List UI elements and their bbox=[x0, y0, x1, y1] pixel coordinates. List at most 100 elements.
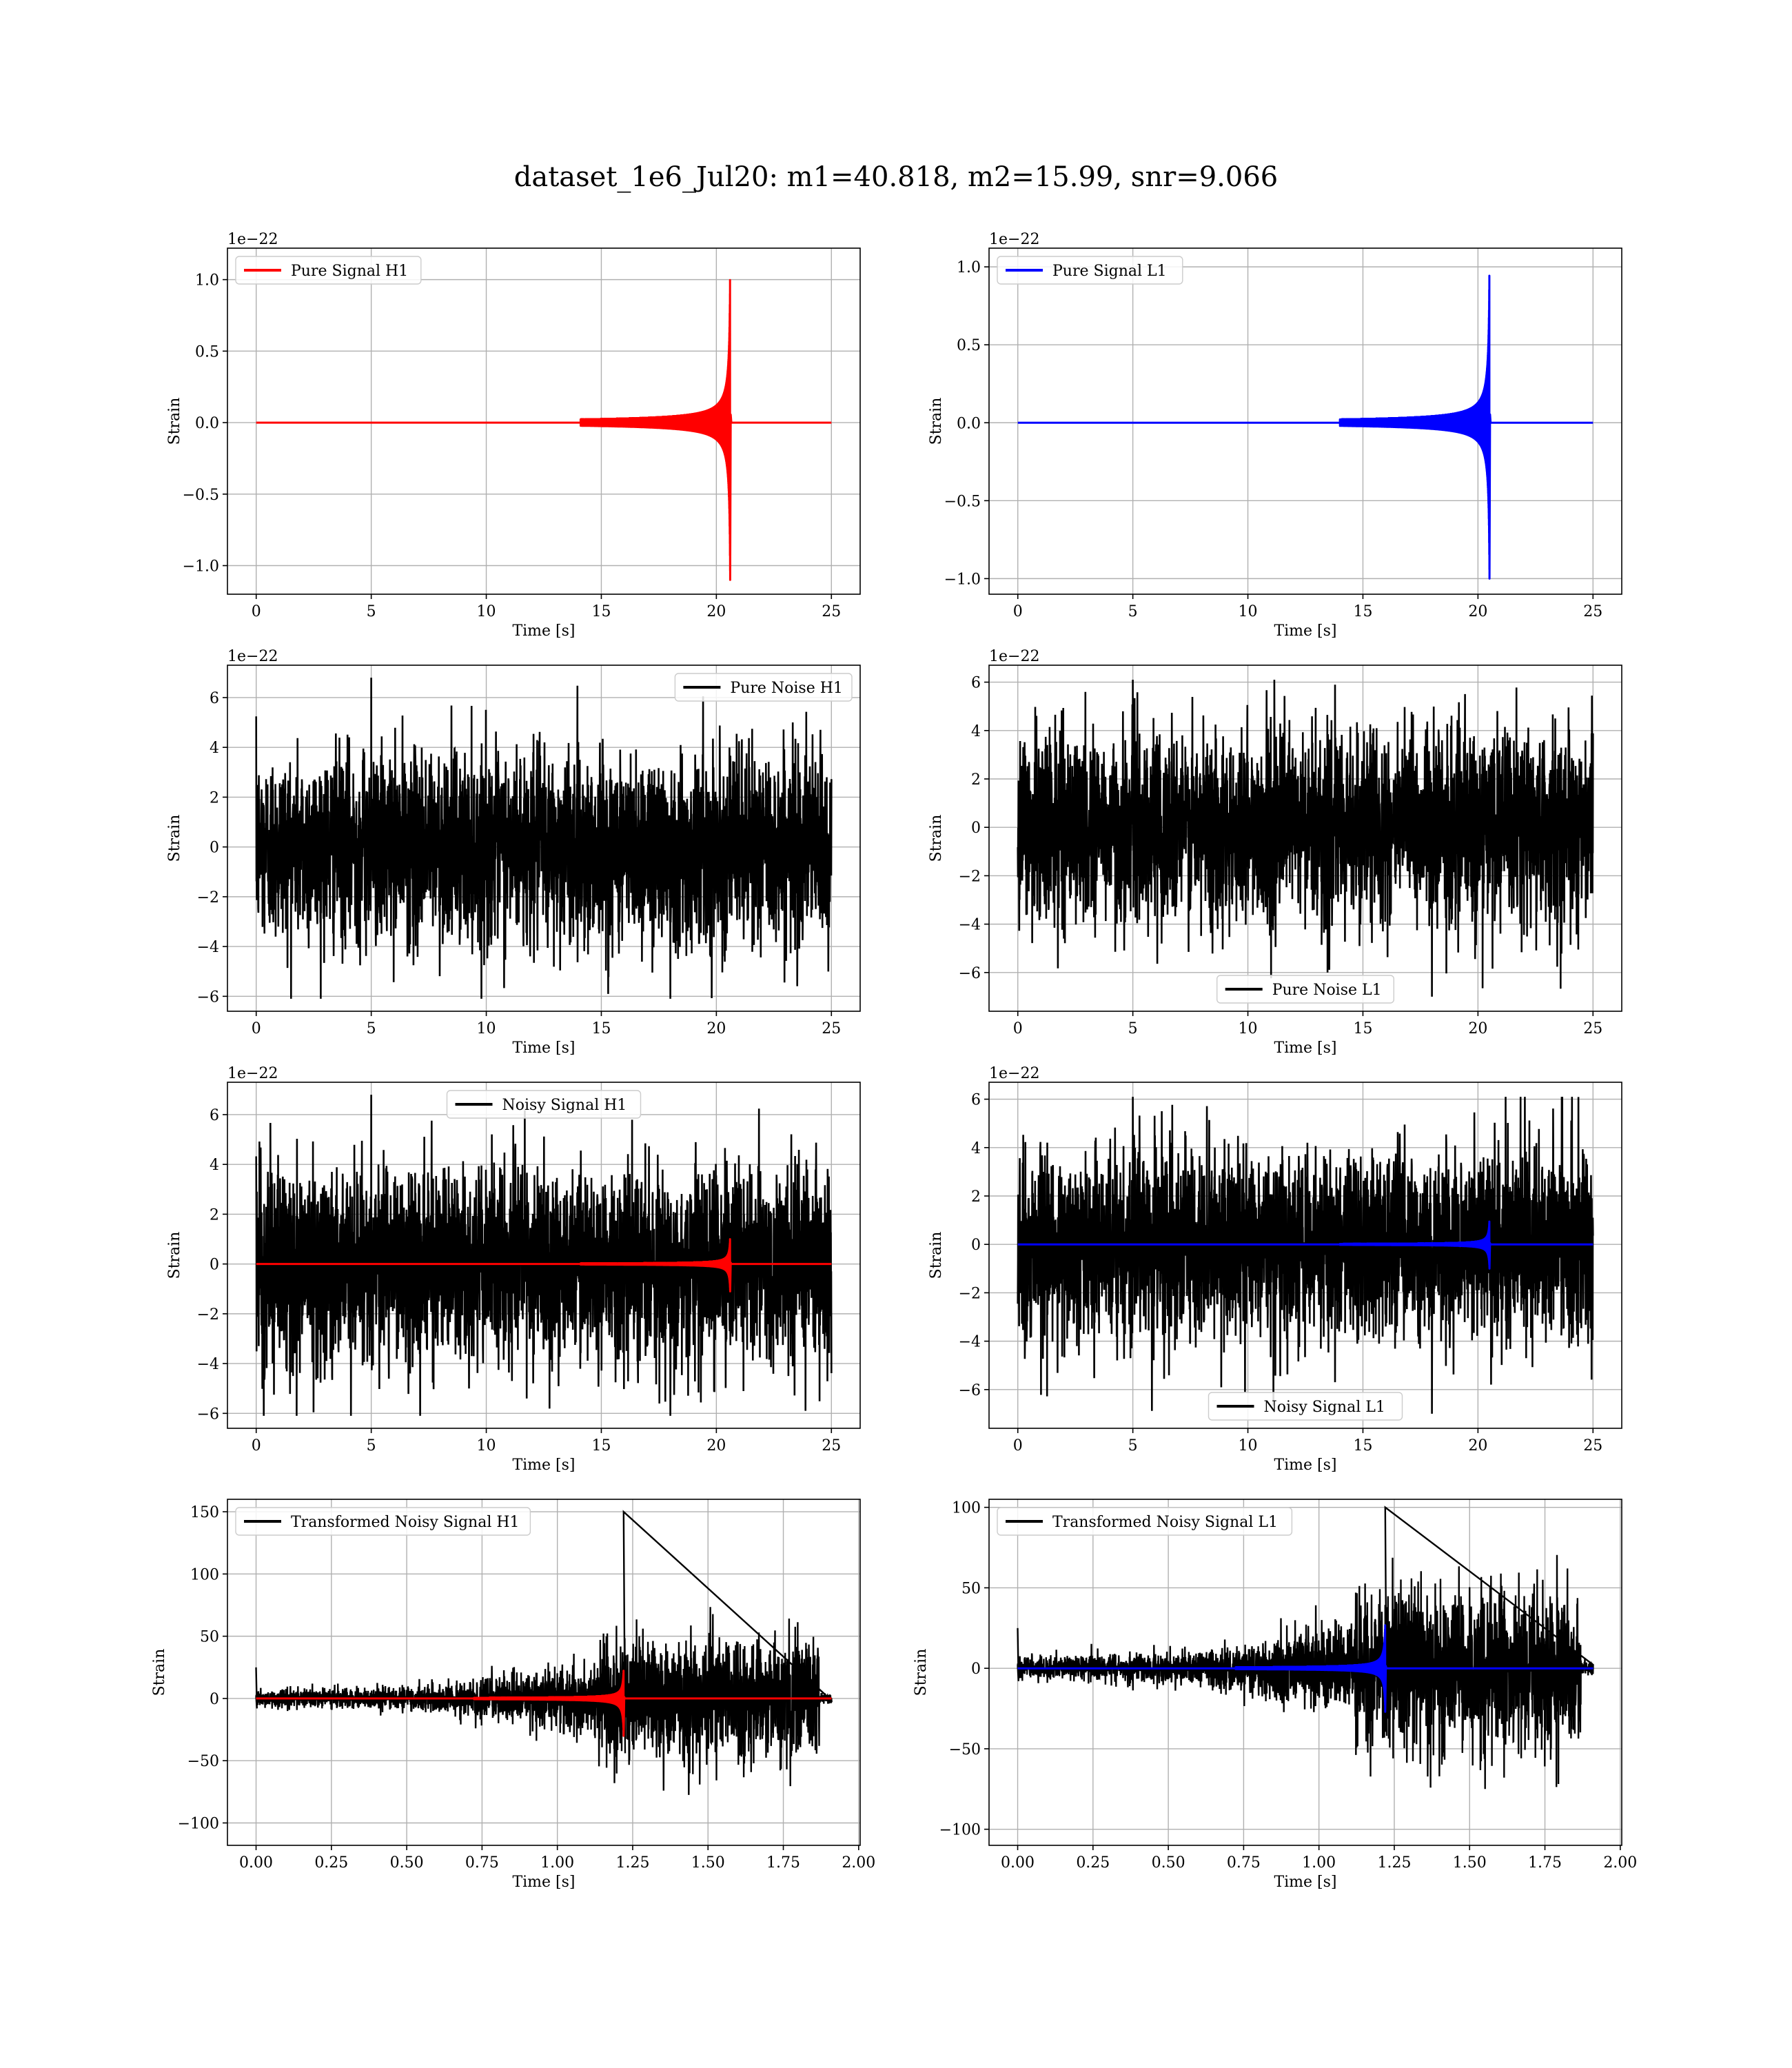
legend: Noisy Signal L1 bbox=[1208, 1392, 1403, 1421]
y-axis-label: Strain bbox=[151, 1649, 168, 1696]
x-tick-label: 0 bbox=[1013, 603, 1023, 620]
subplot-transformed-noisy-signal-h1: 0.00 0.25 0.50 0.75 1.00 1.25 1.50 1.75 2.00 −100… bbox=[151, 1499, 875, 1891]
tick-labels: 0 5 10 15 20 25 −1.0 −0.5 0.0 0.5 1.0 bbox=[944, 259, 1603, 620]
signal-trace bbox=[1017, 274, 1594, 580]
subplot-noisy-signal-h1: 0 5 10 15 20 25 −6 −4 −2 0 2 4 6 1e−22 Time [s] Strain N… bbox=[166, 1065, 861, 1474]
subplot-transformed-noisy-signal-l1: 0.00 0.25 0.50 0.75 1.00 1.25 1.50 1.75 2.00 −100… bbox=[913, 1499, 1637, 1891]
subplot-pure-noise-h1: 0 5 10 15 20 25 −6 −4 −2 0 2 4 6 1e−22 Time [s] Strain P… bbox=[166, 648, 861, 1057]
y-tick-label: −2 bbox=[197, 1306, 219, 1324]
y-tick-label: −6 bbox=[197, 1406, 219, 1423]
tick-labels: 0.00 0.25 0.50 0.75 1.00 1.25 1.50 1.75 2.00 −100… bbox=[939, 1500, 1638, 1872]
y-tick-label: 0 bbox=[971, 820, 981, 837]
y-offset-label: 1e−22 bbox=[989, 231, 1039, 248]
x-axis-label: Time [s] bbox=[512, 1457, 575, 1474]
y-tick-label: 1.0 bbox=[957, 259, 981, 276]
y-axis-label: Strain bbox=[166, 398, 183, 445]
y-axis-label: Strain bbox=[166, 815, 183, 862]
y-tick-label: 0 bbox=[971, 1237, 981, 1254]
legend: Pure Noise H1 bbox=[674, 673, 853, 702]
legend-box bbox=[1216, 975, 1394, 1004]
y-tick-label: 50 bbox=[961, 1580, 981, 1597]
x-tick-label: 20 bbox=[1468, 1437, 1487, 1454]
x-axis-label: Time [s] bbox=[512, 1874, 575, 1891]
y-tick-label: −4 bbox=[197, 939, 219, 956]
x-tick-label: 25 bbox=[1583, 1437, 1602, 1454]
y-tick-label: 4 bbox=[971, 1140, 981, 1157]
signal-trace bbox=[256, 278, 832, 581]
y-axis-label: Strain bbox=[928, 815, 945, 862]
series-group bbox=[256, 278, 832, 581]
x-tick-label: 15 bbox=[591, 1437, 611, 1454]
x-tick-label: 15 bbox=[1353, 1437, 1372, 1454]
signal-trace bbox=[1017, 1624, 1594, 1713]
y-tick-label: 6 bbox=[210, 690, 219, 707]
y-tick-label: 0.5 bbox=[957, 337, 981, 354]
x-tick-label: 1.50 bbox=[1453, 1854, 1487, 1872]
legend: Transformed Noisy Signal L1 bbox=[997, 1507, 1293, 1536]
y-tick-label: 0 bbox=[210, 840, 219, 857]
y-tick-label: −1.0 bbox=[183, 558, 219, 576]
x-tick-label: 0 bbox=[1013, 1020, 1023, 1037]
x-axis-label: Time [s] bbox=[512, 622, 575, 640]
x-tick-label: 0.75 bbox=[1227, 1854, 1261, 1872]
y-tick-label: 2 bbox=[971, 771, 981, 789]
x-tick-label: 0.50 bbox=[390, 1854, 424, 1872]
legend-box bbox=[235, 1507, 531, 1536]
x-tick-label: 0.00 bbox=[239, 1854, 273, 1872]
x-tick-label: 1.25 bbox=[615, 1854, 649, 1872]
legend: Transformed Noisy Signal H1 bbox=[235, 1507, 531, 1536]
legend-label: Noisy Signal L1 bbox=[1264, 1399, 1385, 1416]
y-tick-label: 0.5 bbox=[195, 343, 219, 361]
x-tick-label: 1.00 bbox=[1302, 1854, 1336, 1872]
x-tick-label: 5 bbox=[1128, 1437, 1138, 1454]
y-tick-label: 0.0 bbox=[957, 415, 981, 432]
x-tick-label: 0.25 bbox=[1076, 1854, 1110, 1872]
x-tick-label: 1.75 bbox=[766, 1854, 800, 1872]
x-tick-label: 10 bbox=[1239, 603, 1258, 620]
y-tick-label: 100 bbox=[952, 1500, 981, 1517]
legend: Noisy Signal H1 bbox=[446, 1090, 642, 1119]
tick-labels: 0 5 10 15 20 25 −6 −4 −2 0 2 4 6 bbox=[959, 675, 1603, 1037]
y-tick-label: −2 bbox=[197, 889, 219, 906]
figure-title: dataset_1e6_Jul20: m1=40.818, m2=15.99, … bbox=[514, 161, 1278, 193]
axes-frame bbox=[227, 1082, 861, 1429]
y-tick-label: 0 bbox=[210, 1691, 219, 1708]
noise-trace bbox=[1017, 1097, 1594, 1414]
x-tick-label: 10 bbox=[477, 1020, 496, 1037]
y-tick-label: 150 bbox=[190, 1504, 219, 1521]
noise-trace bbox=[255, 1510, 833, 1795]
y-offset-label: 1e−22 bbox=[989, 648, 1039, 665]
y-tick-label: 4 bbox=[210, 1157, 219, 1174]
axes-frame bbox=[988, 247, 1622, 595]
x-tick-label: 20 bbox=[706, 1437, 726, 1454]
legend-label: Pure Noise H1 bbox=[730, 680, 843, 697]
legend-box bbox=[235, 256, 422, 285]
legend-label: Transformed Noisy Signal L1 bbox=[1052, 1514, 1278, 1531]
y-tick-label: 1.0 bbox=[195, 272, 219, 290]
y-tick-label: 100 bbox=[190, 1566, 219, 1583]
x-tick-label: 2.00 bbox=[1603, 1854, 1637, 1872]
x-tick-label: 10 bbox=[1239, 1020, 1258, 1037]
y-tick-label: −6 bbox=[959, 965, 981, 982]
x-tick-label: 0 bbox=[1013, 1437, 1023, 1454]
y-tick-label: −2 bbox=[959, 1285, 981, 1302]
x-axis-label: Time [s] bbox=[1274, 1874, 1336, 1891]
y-tick-label: −4 bbox=[197, 1356, 219, 1373]
plot-area bbox=[227, 248, 860, 594]
x-tick-label: 5 bbox=[1128, 1020, 1138, 1037]
y-tick-label: 0 bbox=[971, 1661, 981, 1678]
y-tick-label: −4 bbox=[959, 917, 981, 934]
noise-trace bbox=[255, 678, 833, 999]
legend-label: Transformed Noisy Signal H1 bbox=[291, 1514, 520, 1531]
plot-area bbox=[989, 248, 1622, 594]
legend-box bbox=[446, 1090, 642, 1119]
x-tick-label: 1.75 bbox=[1528, 1854, 1562, 1872]
x-tick-label: 0 bbox=[252, 603, 261, 620]
x-tick-label: 15 bbox=[1353, 1020, 1372, 1037]
y-tick-label: −6 bbox=[959, 1382, 981, 1399]
plot-area bbox=[227, 1499, 860, 1845]
axes-frame bbox=[227, 247, 861, 595]
x-tick-label: 5 bbox=[367, 1437, 376, 1454]
